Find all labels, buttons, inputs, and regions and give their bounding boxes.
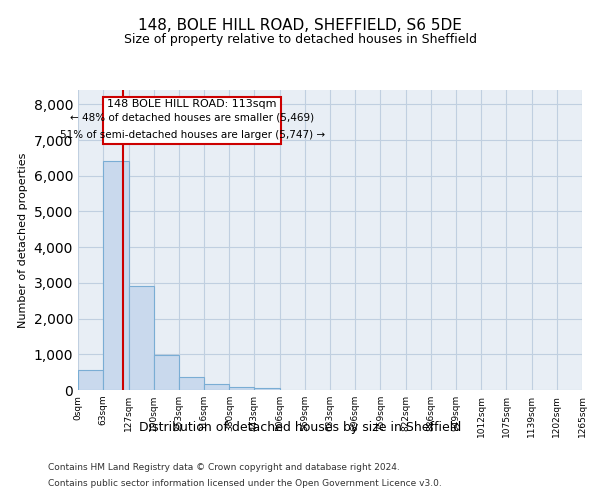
Bar	[128, 286, 154, 390]
Bar	[229, 388, 254, 390]
Bar	[254, 388, 280, 390]
Text: Contains HM Land Registry data © Crown copyright and database right 2024.: Contains HM Land Registry data © Crown c…	[48, 464, 400, 472]
Bar	[103, 162, 128, 390]
Bar	[179, 376, 204, 390]
Text: ← 48% of detached houses are smaller (5,469): ← 48% of detached houses are smaller (5,…	[70, 113, 314, 123]
Text: Size of property relative to detached houses in Sheffield: Size of property relative to detached ho…	[124, 32, 476, 46]
Text: Distribution of detached houses by size in Sheffield: Distribution of detached houses by size …	[139, 421, 461, 434]
Y-axis label: Number of detached properties: Number of detached properties	[18, 152, 28, 328]
Text: 51% of semi-detached houses are larger (5,747) →: 51% of semi-detached houses are larger (…	[59, 130, 325, 140]
Text: 148, BOLE HILL ROAD, SHEFFIELD, S6 5DE: 148, BOLE HILL ROAD, SHEFFIELD, S6 5DE	[138, 18, 462, 32]
FancyBboxPatch shape	[103, 97, 281, 144]
Text: 148 BOLE HILL ROAD: 113sqm: 148 BOLE HILL ROAD: 113sqm	[107, 99, 277, 109]
Bar	[204, 384, 229, 390]
Text: Contains public sector information licensed under the Open Government Licence v3: Contains public sector information licen…	[48, 478, 442, 488]
Bar	[154, 355, 179, 390]
Bar	[78, 370, 103, 390]
